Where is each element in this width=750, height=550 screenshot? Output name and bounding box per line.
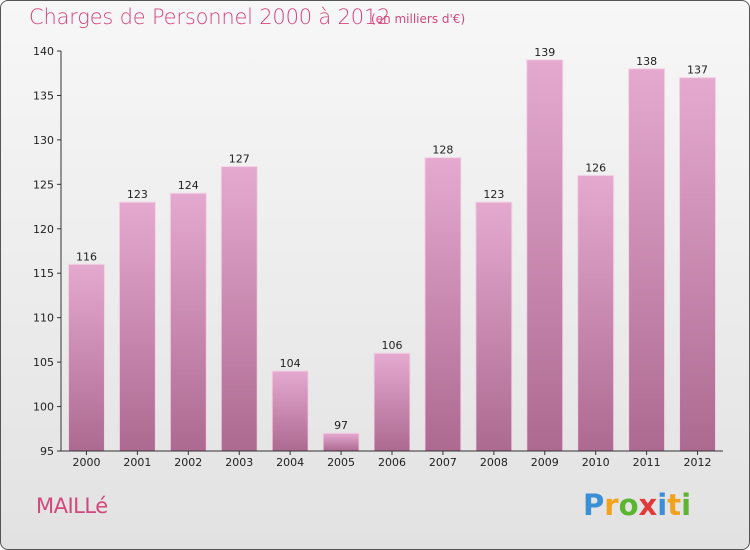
x-tick-label-2008: 2008 [480,456,508,469]
value-label-2011: 138 [636,55,657,68]
y-tick-label-130: 130 [33,134,54,147]
bar-2003 [220,166,258,452]
value-label-2004: 104 [280,357,301,370]
x-tick-label-2001: 2001 [123,456,151,469]
logo-letter: i [681,488,692,522]
value-label-2001: 123 [127,188,148,201]
value-label-2012: 137 [687,64,708,77]
x-tick-label-2006: 2006 [378,456,406,469]
logo-letter: x [638,488,658,522]
x-tick-label-2002: 2002 [174,456,202,469]
y-tick-label-95: 95 [40,445,54,458]
bar-2006 [373,352,411,452]
x-tick-label-2010: 2010 [582,456,610,469]
x-tick-label-2004: 2004 [276,456,304,469]
value-label-2008: 123 [483,188,504,201]
y-tick-label-115: 115 [33,267,54,280]
value-label-2005: 97 [334,419,348,432]
bar-2001 [118,201,156,452]
value-label-2002: 124 [178,179,199,192]
logo-letter: r [604,488,619,522]
y-tick-label-100: 100 [33,401,54,414]
value-label-2007: 128 [432,144,453,157]
logo-letter: P [583,488,605,522]
bar-2002 [169,192,207,452]
x-tick-label-2012: 2012 [684,456,712,469]
bar-2012 [679,77,717,452]
chart-subtitle: (en milliers d'€) [371,12,466,26]
value-label-2009: 139 [534,46,555,59]
bar-2011 [628,68,666,452]
logo-letter: o [618,488,639,522]
y-tick-label-140: 140 [33,45,54,58]
y-tick-label-125: 125 [33,178,54,191]
y-tick-label-120: 120 [33,223,54,236]
bar-2008 [475,201,513,452]
chart-title: Charges de Personnel 2000 à 2012 [29,5,391,29]
bar-2007 [424,157,462,452]
bar-2000 [67,263,105,452]
x-tick-label-2009: 2009 [531,456,559,469]
y-tick-label-110: 110 [33,312,54,325]
x-tick-label-2005: 2005 [327,456,355,469]
bar-2010 [577,174,615,452]
x-tick-label-2007: 2007 [429,456,457,469]
value-label-2003: 127 [229,153,250,166]
y-tick-label-135: 135 [33,89,54,102]
logo-letter: t [667,488,682,522]
value-label-2000: 116 [76,250,97,263]
bar-2009 [526,59,564,452]
bars-group: 116 123 124 127 104 97 106 128 123 139 126 138 137 [67,46,717,452]
bar-2005 [322,432,360,452]
x-tick-label-2003: 2003 [225,456,253,469]
y-tick-label-105: 105 [33,356,54,369]
x-tick-label-2000: 2000 [72,456,100,469]
value-label-2010: 126 [585,161,606,174]
bar-2004 [271,370,309,452]
proxiti-logo: Proxiti [583,488,691,522]
axes-group: 2000 2001 2002 2003 2004 2005 2006 2007 2008 2009… [33,45,723,469]
logo-letter: i [657,488,668,522]
commune-name: MAILLé [36,494,108,518]
value-label-2006: 106 [382,339,403,352]
x-tick-label-2011: 2011 [633,456,661,469]
